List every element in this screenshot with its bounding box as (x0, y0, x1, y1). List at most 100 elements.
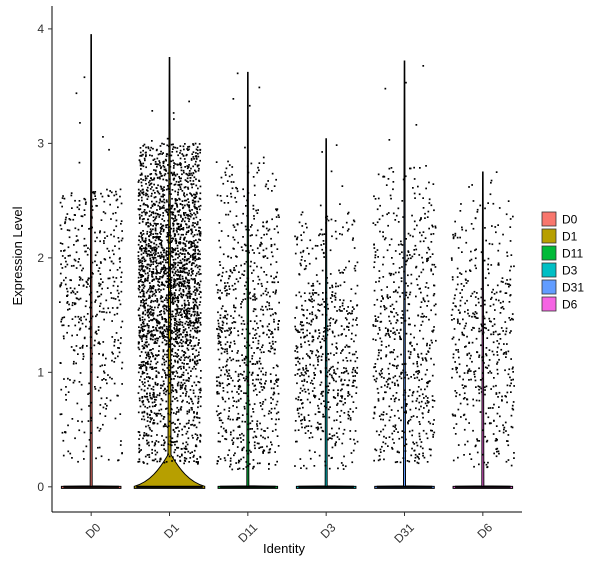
data-point (163, 448, 166, 450)
data-point (144, 179, 147, 182)
data-point (141, 239, 144, 241)
data-point (85, 286, 88, 288)
data-point (257, 347, 259, 349)
data-point (80, 383, 83, 386)
data-point (148, 325, 150, 327)
data-point (94, 198, 97, 200)
data-point (224, 343, 227, 346)
data-point (156, 320, 159, 322)
data-point (382, 413, 385, 416)
data-point (111, 320, 113, 322)
data-point (177, 154, 179, 157)
data-point (170, 241, 173, 243)
data-point (181, 428, 183, 431)
data-point (232, 288, 235, 291)
data-point (242, 236, 244, 238)
data-point (159, 311, 161, 313)
data-point (187, 380, 190, 382)
data-point (176, 334, 179, 337)
data-point (159, 413, 162, 415)
data-point (235, 215, 238, 217)
data-point (320, 359, 323, 361)
data-point (189, 360, 191, 363)
data-point (154, 357, 157, 360)
data-point (170, 237, 173, 240)
data-point (100, 219, 103, 221)
data-point (61, 197, 64, 199)
data-point (416, 444, 419, 447)
data-point (146, 266, 149, 269)
data-point (166, 208, 169, 211)
data-point (186, 281, 189, 284)
data-point (149, 312, 151, 315)
data-point (239, 437, 242, 439)
data-point (161, 268, 164, 271)
data-point (192, 456, 195, 458)
data-point (178, 345, 181, 347)
data-point (342, 468, 345, 470)
data-point (194, 322, 196, 324)
data-point (271, 218, 273, 221)
data-point (166, 267, 168, 270)
data-point (153, 459, 155, 462)
data-point (196, 311, 199, 313)
data-point (325, 216, 327, 219)
data-point (393, 364, 395, 367)
data-point (169, 324, 171, 327)
data-point (157, 272, 160, 274)
data-point (300, 346, 303, 348)
data-point (155, 399, 157, 401)
data-point (74, 324, 77, 327)
data-point (300, 239, 303, 242)
data-point (307, 370, 309, 372)
data-point (185, 320, 188, 323)
data-point (178, 278, 181, 280)
data-point (157, 191, 160, 194)
data-point (271, 281, 274, 283)
data-point (194, 163, 197, 166)
data-point (310, 295, 312, 298)
data-point (270, 251, 273, 254)
data-point (411, 345, 413, 347)
data-point (354, 379, 356, 382)
data-point (180, 356, 183, 359)
data-point (173, 233, 176, 235)
data-point (178, 262, 181, 264)
data-point (149, 234, 152, 236)
data-point (277, 379, 279, 381)
data-point (247, 192, 250, 194)
data-point (155, 215, 158, 218)
data-point (139, 355, 141, 357)
data-point (223, 351, 226, 353)
data-point (416, 343, 418, 346)
data-point (235, 255, 237, 258)
data-point (80, 319, 82, 322)
data-point (60, 250, 62, 252)
data-point (256, 322, 258, 325)
data-point (314, 330, 317, 333)
data-point (314, 244, 317, 247)
data-point (118, 247, 121, 250)
data-point (343, 281, 346, 283)
data-point (75, 362, 77, 365)
data-point (254, 447, 256, 450)
outlier-point (75, 92, 78, 95)
data-point (166, 247, 168, 249)
data-point (168, 190, 171, 193)
data-point (144, 307, 146, 309)
data-point (235, 400, 238, 403)
data-point (102, 307, 105, 310)
data-point (220, 329, 223, 332)
data-point (195, 426, 198, 429)
data-point (319, 341, 322, 343)
data-point (156, 157, 159, 160)
data-point (344, 346, 347, 348)
data-point (169, 263, 172, 266)
data-point (144, 325, 147, 327)
data-point (197, 395, 200, 398)
data-point (170, 182, 173, 185)
data-point (341, 395, 344, 397)
data-point (198, 179, 200, 182)
data-point (96, 376, 99, 378)
data-point (87, 279, 89, 281)
